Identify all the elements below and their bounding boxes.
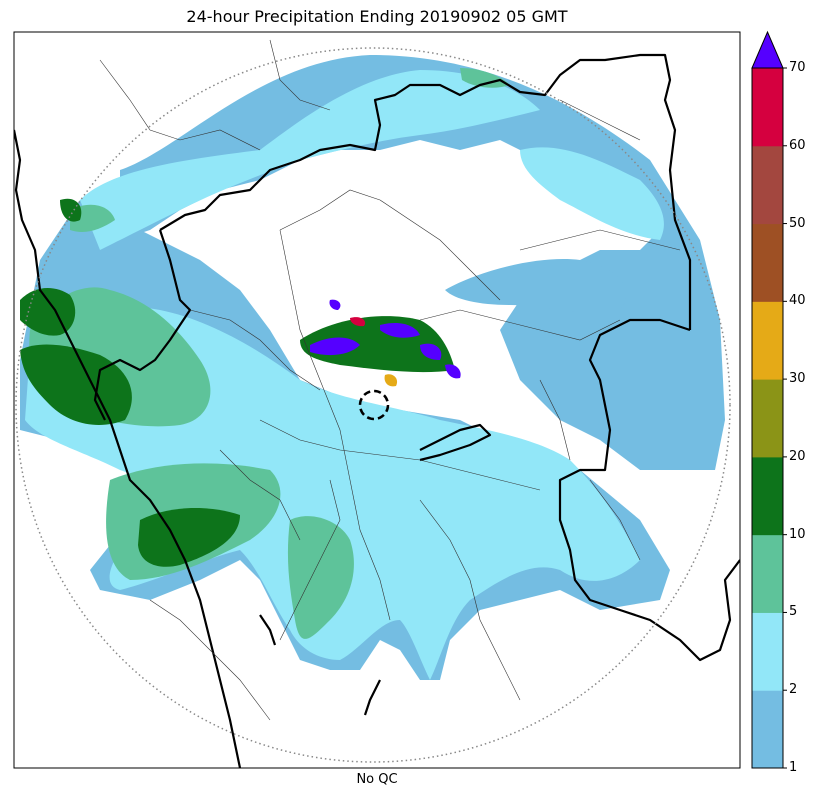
colorbar-tick-label: 2 [789,682,798,698]
colorbar-extend-arrow [751,30,784,69]
colorbar-segment [752,68,783,147]
colorbar-segment [752,223,783,302]
colorbar-tick-label: 60 [789,137,806,153]
colorbar-tick-label: 5 [789,604,798,620]
country-borders [14,53,740,768]
radar-range-ring [15,47,731,763]
colorbar-tick-label: 30 [789,371,806,387]
colorbar-tick-label: 70 [789,60,806,75]
colorbar-segment [752,690,783,769]
map-subtitle: No QC [356,772,398,787]
colorbar-tick-label: 1 [789,760,798,775]
map-frame [13,31,741,769]
colorbar-frame [751,67,784,769]
colorbar-segment [752,534,783,613]
precip-convective-cells [300,299,461,387]
colorbar-tick-label: 50 [789,215,806,231]
colorbar-segment [752,612,783,691]
radar-location-marker [358,389,390,421]
colorbar-tick-label: 10 [789,526,806,542]
colorbar-tick-label: 20 [789,448,806,464]
colorbar-segment [752,145,783,225]
chart-title: 24-hour Precipitation Ending 20190902 05… [186,7,568,26]
colorbar-tick-label: 40 [789,293,806,309]
colorbar-segment [752,301,783,380]
colorbar-segment [752,379,783,458]
region-borders [99,39,681,721]
colorbar-segment [752,456,783,536]
colorbar [751,30,787,769]
